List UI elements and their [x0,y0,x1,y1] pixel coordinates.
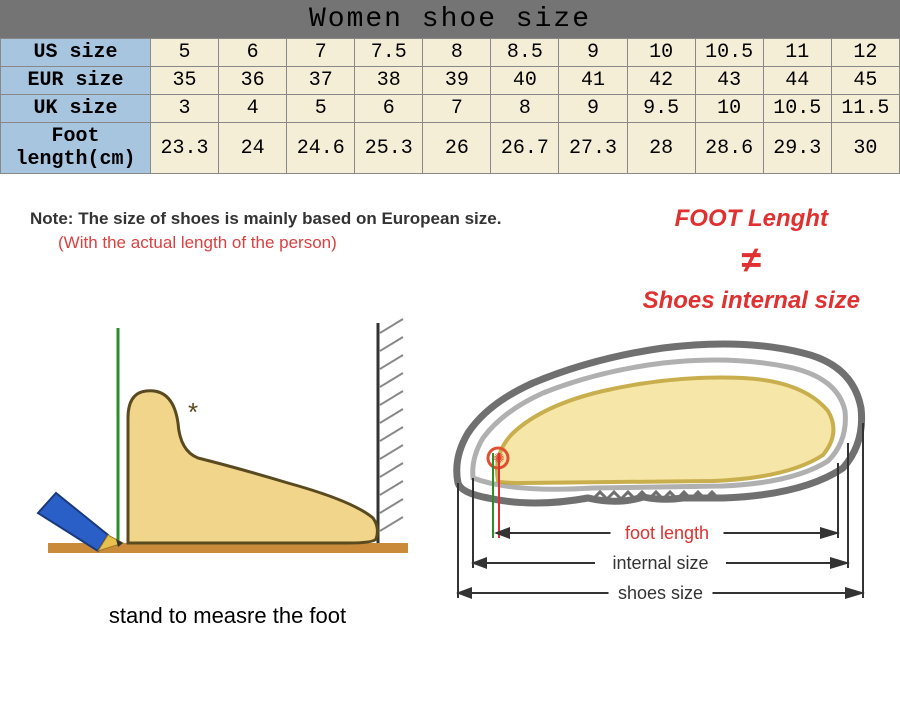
size-cell: 35 [151,67,219,95]
size-cell: 11.5 [831,95,899,123]
size-cell: 39 [423,67,491,95]
size-cell: 24 [219,123,287,174]
size-cell: 9 [559,95,627,123]
size-cell: 3 [151,95,219,123]
measure-foot-diagram: * stand to measre the foot [28,283,428,629]
size-cell: 23.3 [151,123,219,174]
size-cell: 41 [559,67,627,95]
size-cell: 45 [831,67,899,95]
note-prefix: Note: [30,209,73,228]
size-cell: 38 [355,67,423,95]
foot-length-label: FOOT Lenght [643,205,860,233]
measure-caption: stand to measre the foot [28,603,428,629]
diagrams-row: * stand to measre the foot ✺foot lengthi… [0,283,900,629]
not-equal-icon: ≠ [643,239,860,281]
size-cell: 44 [763,67,831,95]
page-title: Women shoe size [309,4,591,35]
size-cell: 12 [831,39,899,67]
size-cell: 10.5 [695,39,763,67]
size-chart-table: US size5677.588.591010.51112EUR size3536… [0,38,900,174]
size-cell: 30 [831,123,899,174]
size-cell: 9.5 [627,95,695,123]
size-cell: 36 [219,67,287,95]
size-cell: 40 [491,67,559,95]
note-main-text: The size of shoes is mainly based on Eur… [78,209,501,228]
row-label: UK size [1,95,151,123]
size-cell: 8 [491,95,559,123]
title-bar: Women shoe size [0,0,900,38]
size-cell: 29.3 [763,123,831,174]
row-label: US size [1,39,151,67]
size-cell: 10 [695,95,763,123]
size-cell: 7 [423,95,491,123]
size-cell: 25.3 [355,123,423,174]
size-cell: 5 [151,39,219,67]
svg-text:shoes size: shoes size [617,583,702,603]
size-cell: 7.5 [355,39,423,67]
size-cell: 5 [287,95,355,123]
shoe-size-diagram: ✺foot lengthinternal sizeshoes size [443,283,873,629]
size-cell: 7 [287,39,355,67]
svg-text:*: * [188,397,198,427]
size-cell: 8.5 [491,39,559,67]
size-cell: 6 [219,39,287,67]
size-cell: 27.3 [559,123,627,174]
row-label: EUR size [1,67,151,95]
size-cell: 42 [627,67,695,95]
size-cell: 26 [423,123,491,174]
size-cell: 6 [355,95,423,123]
svg-text:foot length: foot length [624,523,708,543]
size-cell: 10.5 [763,95,831,123]
row-label: Foot length(cm) [1,123,151,174]
size-cell: 28 [627,123,695,174]
size-cell: 37 [287,67,355,95]
size-cell: 26.7 [491,123,559,174]
size-cell: 4 [219,95,287,123]
size-cell: 10 [627,39,695,67]
size-cell: 24.6 [287,123,355,174]
size-cell: 28.6 [695,123,763,174]
size-cell: 43 [695,67,763,95]
svg-text:internal size: internal size [612,553,708,573]
size-cell: 8 [423,39,491,67]
size-cell: 9 [559,39,627,67]
size-cell: 11 [763,39,831,67]
